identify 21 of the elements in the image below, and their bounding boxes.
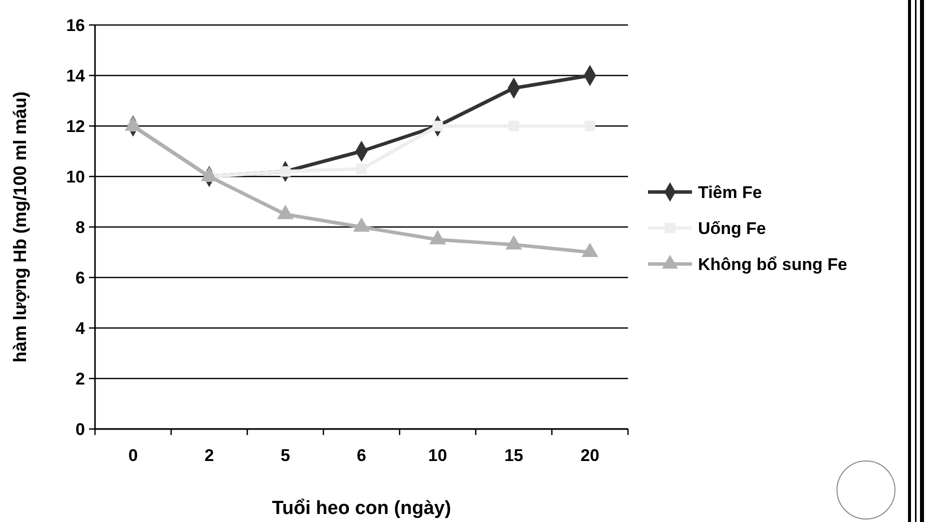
y-tick-label: 14 xyxy=(66,66,86,86)
y-tick-label: 8 xyxy=(76,218,85,237)
x-axis-title: Tuổi heo con (ngày) xyxy=(272,498,452,519)
x-tick-label: 10 xyxy=(428,446,448,465)
y-tick-label: 2 xyxy=(76,369,85,388)
x-tick-label: 5 xyxy=(280,446,290,465)
y-tick-label: 10 xyxy=(66,167,85,186)
x-tick-label: 0 xyxy=(128,446,138,465)
x-tick-label: 6 xyxy=(356,446,366,465)
legend-label: Tiêm Fe xyxy=(698,182,762,202)
y-tick-label: 6 xyxy=(76,268,85,288)
y-tick-label: 16 xyxy=(66,16,85,35)
x-tick-label: 20 xyxy=(580,446,600,465)
legend-label: Uống Fe xyxy=(698,218,766,238)
y-tick-label: 4 xyxy=(76,318,86,338)
x-tick-label: 15 xyxy=(504,446,524,465)
x-tick-label: 2 xyxy=(204,446,214,465)
y-axis-title: hàm lượng Hb (mg/100 ml máu) xyxy=(10,92,30,362)
y-tick-label: 12 xyxy=(66,116,85,136)
y-tick-label: 0 xyxy=(76,420,85,439)
legend-label: Không bổ sung Fe xyxy=(698,254,848,274)
